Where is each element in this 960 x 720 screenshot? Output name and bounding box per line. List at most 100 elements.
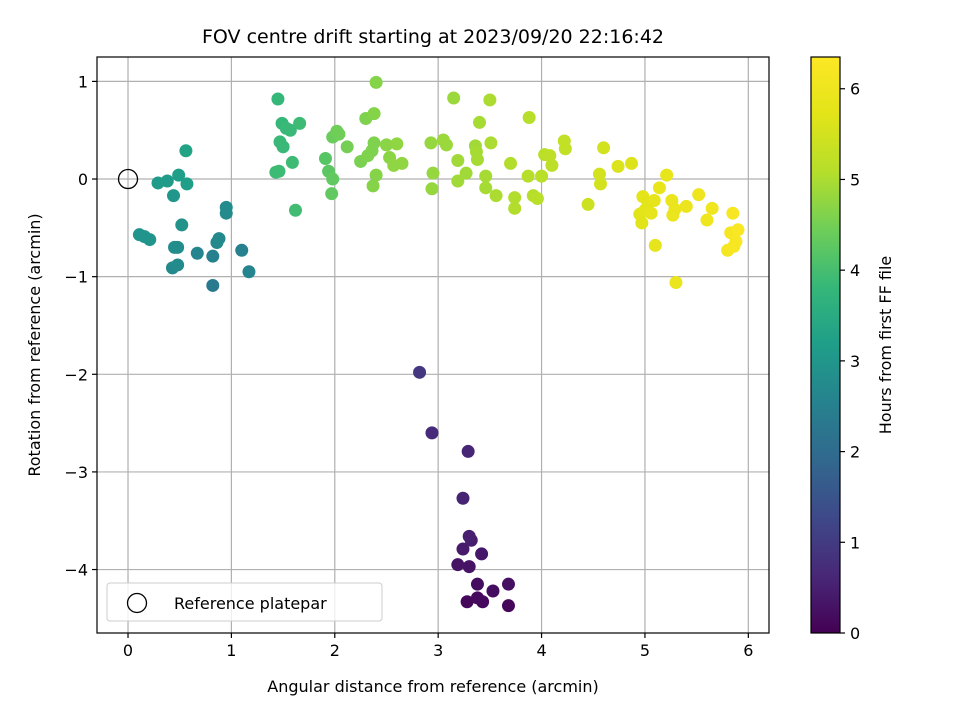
data-point — [132, 228, 146, 242]
data-point — [459, 166, 473, 180]
legend-marker-open-circle — [126, 592, 148, 614]
x-tick-label: 2 — [330, 641, 340, 660]
data-point — [508, 191, 522, 205]
data-point — [473, 115, 487, 129]
colorbar-tick-label: 3 — [850, 352, 860, 371]
data-point — [470, 153, 484, 167]
data-point — [447, 91, 461, 105]
data-point — [293, 116, 307, 130]
data-point — [212, 232, 226, 246]
data-point — [167, 189, 181, 203]
colorbar-tick-label: 0 — [850, 624, 860, 643]
data-point — [479, 169, 493, 183]
data-point — [597, 141, 611, 155]
data-point — [369, 75, 383, 89]
data-point — [462, 529, 476, 543]
data-point — [206, 249, 220, 263]
data-point — [413, 365, 427, 379]
data-point — [242, 265, 256, 279]
data-point — [486, 584, 500, 598]
data-point — [424, 136, 438, 150]
plot-background — [97, 57, 769, 633]
data-point — [171, 258, 185, 272]
data-point — [456, 542, 470, 556]
data-point — [451, 174, 465, 188]
data-point — [652, 181, 666, 195]
data-point — [479, 181, 493, 195]
data-point — [390, 137, 404, 151]
data-point — [190, 246, 204, 260]
data-point — [530, 192, 544, 206]
data-point — [470, 591, 484, 605]
data-point — [180, 177, 194, 191]
chart-title: FOV centre drift starting at 2023/09/20 … — [202, 26, 664, 48]
colorbar-ticks: 0 1 2 3 4 5 6 — [840, 80, 860, 643]
data-point — [369, 168, 383, 182]
data-point — [366, 179, 380, 193]
data-point — [425, 182, 439, 196]
data-point — [535, 169, 549, 183]
y-tick-label: −3 — [64, 463, 88, 482]
data-point — [470, 577, 484, 591]
data-point — [451, 558, 465, 572]
colorbar-tick-label: 1 — [850, 533, 860, 552]
data-point — [379, 138, 393, 152]
colorbar-tick-label: 4 — [850, 261, 860, 280]
data-point — [504, 156, 518, 170]
data-point — [648, 238, 662, 252]
x-axis-label: Angular distance from reference (arcmin) — [267, 677, 598, 696]
x-tick-label: 5 — [640, 641, 650, 660]
data-point — [647, 194, 661, 208]
data-point — [558, 142, 572, 156]
y-tick-label: 0 — [78, 170, 88, 189]
data-point — [461, 444, 475, 458]
data-point — [276, 140, 290, 154]
data-point — [206, 278, 220, 292]
reference-marker — [117, 168, 139, 190]
data-point — [340, 140, 354, 154]
data-point — [325, 187, 339, 201]
data-point — [692, 188, 706, 202]
data-point — [175, 218, 189, 232]
data-point — [456, 491, 470, 505]
data-point — [219, 200, 233, 214]
y-tick-label: −4 — [64, 561, 88, 580]
data-point — [395, 156, 409, 170]
colorbar-label: Hours from first FF file — [876, 256, 895, 435]
data-point — [272, 164, 286, 178]
data-point — [705, 201, 719, 215]
data-point — [581, 197, 595, 211]
data-point — [271, 92, 285, 106]
data-point — [669, 276, 683, 290]
legend: Reference platepar — [106, 582, 383, 622]
data-points — [132, 75, 745, 613]
data-point — [160, 174, 174, 188]
colorbar: 0 1 2 3 4 5 6 Hours from first FF file — [810, 56, 895, 643]
colorbar-tick-label: 5 — [850, 170, 860, 189]
y-tick-label: −1 — [64, 268, 88, 287]
gridlines — [97, 57, 769, 633]
data-point — [451, 153, 465, 167]
data-point — [288, 203, 302, 217]
y-tick-label: 1 — [78, 72, 88, 91]
x-tick-label: 0 — [123, 641, 133, 660]
x-tick-label: 6 — [743, 641, 753, 660]
data-point — [729, 235, 743, 249]
data-point — [522, 111, 536, 125]
colorbar-gradient — [810, 56, 841, 634]
y-axis-label: Rotation from reference (arcmin) — [25, 213, 44, 476]
data-point — [172, 168, 186, 182]
data-point — [635, 216, 649, 230]
legend-label: Reference platepar — [174, 594, 327, 613]
plot-area — [96, 56, 770, 634]
colorbar-tick-label: 6 — [850, 80, 860, 99]
colorbar-tick-label: 2 — [850, 443, 860, 462]
data-point — [439, 138, 453, 152]
data-point — [426, 166, 440, 180]
data-point — [700, 213, 714, 227]
data-point — [679, 199, 693, 213]
data-point — [326, 172, 340, 186]
data-point — [668, 202, 682, 216]
data-point — [501, 577, 515, 591]
